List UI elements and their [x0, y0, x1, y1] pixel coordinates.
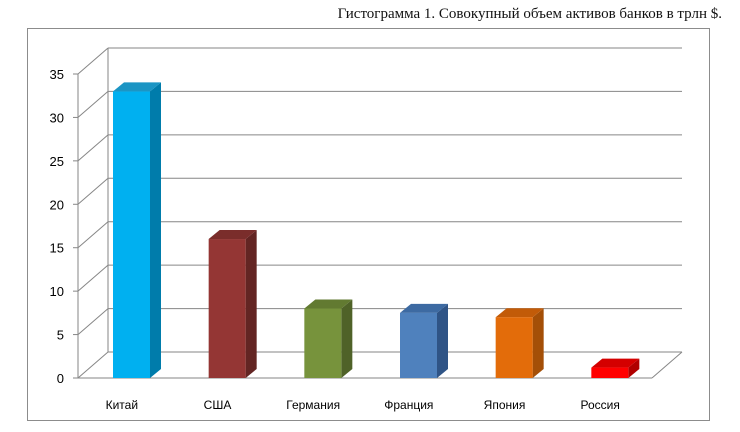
bar-top	[304, 299, 353, 309]
x-tick-label: Россия	[580, 398, 619, 412]
bars-layer	[113, 82, 640, 378]
bar-top	[113, 82, 161, 92]
side-wall-line	[77, 221, 109, 249]
y-tick-label: 5	[57, 328, 64, 343]
y-tick-label: 15	[50, 241, 64, 256]
bar	[591, 367, 629, 378]
y-tick-label: 0	[57, 371, 64, 386]
labels-layer: 0 5 10 15 20 25 30 35 Китай США Германия Франция Япо…	[50, 67, 620, 412]
side-wall-line	[77, 264, 109, 292]
x-tick-label: Япония	[484, 398, 526, 412]
side-wall-line	[77, 91, 109, 118]
floor-right-edge	[651, 351, 683, 379]
x-tick-label: Китай	[106, 398, 138, 412]
bar-side	[437, 303, 448, 378]
y-tick-label: 20	[50, 197, 64, 212]
bar	[495, 317, 533, 378]
side-wall-line	[77, 308, 109, 335]
bar	[400, 312, 437, 378]
axis-layer	[73, 73, 683, 379]
bar-side	[532, 308, 544, 378]
x-tick-label: США	[204, 398, 232, 412]
side-wall-line	[77, 134, 109, 162]
side-wall-line	[77, 177, 109, 205]
bar-side	[628, 358, 640, 378]
bar-side	[245, 230, 257, 378]
bar	[304, 308, 342, 378]
bar	[208, 239, 246, 378]
side-wall-line	[77, 351, 109, 379]
side-wall-line	[77, 47, 109, 75]
bar-side	[150, 82, 161, 378]
bar-top	[208, 230, 257, 240]
x-tick-label: Германия	[286, 398, 340, 412]
x-tick-label: Франция	[384, 398, 433, 412]
y-tick-label: 30	[50, 110, 64, 125]
bar	[113, 91, 150, 378]
y-tick-label: 35	[50, 67, 64, 82]
bar-side	[341, 299, 353, 378]
y-tick-label: 10	[50, 284, 64, 299]
bar-top	[400, 303, 448, 313]
grid-layer	[77, 47, 682, 379]
chart-title: Гистограмма 1. Совокупный объем активов …	[337, 6, 722, 22]
chart-frame	[27, 28, 710, 421]
bar-top	[591, 358, 640, 368]
bar-top	[495, 308, 544, 318]
y-tick-label: 25	[50, 154, 64, 169]
